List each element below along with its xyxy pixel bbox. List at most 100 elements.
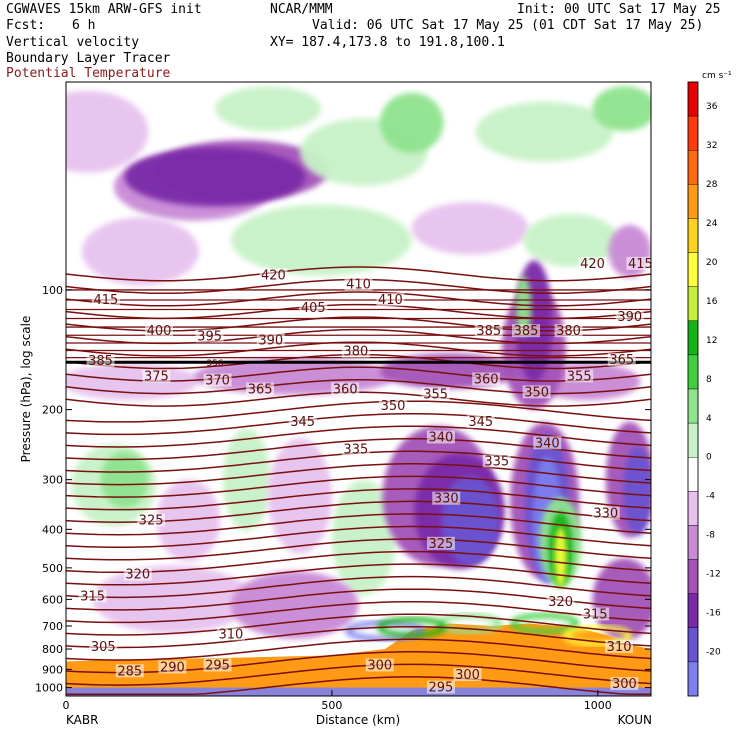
theta-label: 415 <box>93 293 118 308</box>
velocity-region <box>222 428 271 531</box>
y-tick-label: 200 <box>42 404 63 417</box>
theta-label-backdrop <box>142 369 171 383</box>
theta-label-backdrop <box>426 536 455 550</box>
theta-label: 325 <box>429 537 454 552</box>
x-axis-label: Distance (km) <box>316 713 400 727</box>
theta-label-backdrop <box>78 589 107 603</box>
velocity-region <box>554 527 567 588</box>
theta-label: 350 <box>381 399 406 414</box>
colorbar-level-label: -16 <box>706 609 721 619</box>
y-tick-label: 600 <box>42 593 63 606</box>
theta-label-backdrop <box>376 292 405 306</box>
theta-label: 360 <box>474 373 499 388</box>
theta-label: 350 <box>524 385 549 400</box>
colorbar-swatch <box>687 184 699 219</box>
theta-label: 320 <box>125 568 150 583</box>
theta-contour-line <box>66 663 651 686</box>
theta-label: 315 <box>80 589 105 604</box>
org-label: NCAR/MMM <box>270 2 333 17</box>
theta-contour-line <box>66 538 651 561</box>
terrain-fill <box>66 687 651 696</box>
velocity-region <box>230 204 412 276</box>
theta-label-backdrop <box>512 324 541 338</box>
field-potential-temperature: Potential Temperature <box>6 66 171 81</box>
y-tick-label: 400 <box>42 523 63 536</box>
colorbar-level-label: 16 <box>706 297 718 307</box>
theta-label-backdrop <box>344 277 373 291</box>
colorbar-level-label: -12 <box>706 570 721 580</box>
colorbar-level-label: 24 <box>706 219 718 229</box>
colorbar-swatch <box>687 593 699 628</box>
theta-label-backdrop <box>246 382 275 396</box>
theta-label: 300 <box>455 668 480 683</box>
theta-label-backdrop <box>432 491 461 505</box>
colorbar-level-label: 32 <box>706 141 717 151</box>
field-boundary-layer-tracer: Boundary Layer Tracer <box>6 51 171 66</box>
theta-contour-line <box>66 463 651 486</box>
theta-contour-line <box>66 563 651 586</box>
theta-contour-line <box>66 412 651 436</box>
cross-section-coordinates: XY= 187.4,173.8 to 191.8,100.1 <box>270 35 505 50</box>
tracer-edge <box>563 625 633 647</box>
colorbar-swatch <box>687 150 699 185</box>
theta-label-backdrop <box>203 658 232 672</box>
field-vertical-velocity: Vertical velocity <box>6 35 140 50</box>
plot-area: 420 410 420 415 415 405 410 400 395 390 385 385 380 3… <box>66 82 651 696</box>
theta-label: 365 <box>609 353 634 368</box>
theta-label: 355 <box>567 369 592 384</box>
velocity-region <box>592 86 651 132</box>
theta-label: 305 <box>91 640 116 655</box>
theta-label: 340 <box>535 436 560 451</box>
x-tick-label: 1000 <box>584 699 612 712</box>
theta-label: 290 <box>160 660 185 675</box>
theta-label: 390 <box>258 333 283 348</box>
colorbar-swatch <box>687 218 699 253</box>
theta-contour-line <box>66 613 651 636</box>
y-axis-label: Pressure (hPa), log scale <box>19 316 33 463</box>
theta-label-backdrop <box>581 607 610 621</box>
theta-label: 385 <box>476 324 501 339</box>
theta-label-backdrop <box>453 668 482 682</box>
theta-label: 375 <box>144 369 169 384</box>
theta-label-backdrop <box>482 454 511 468</box>
theta-label-backdrop <box>615 310 644 324</box>
theta-contour-line <box>66 513 651 536</box>
velocity-region <box>411 201 529 255</box>
velocity-region <box>81 217 199 286</box>
theta-label-backdrop <box>546 595 575 609</box>
theta-contour-line <box>66 600 651 624</box>
plot-frame <box>65 81 652 697</box>
theta-label: 315 <box>583 608 608 623</box>
theta-contour-line <box>66 475 651 498</box>
theta-label: 355 <box>423 387 448 402</box>
theta-label-backdrop <box>89 639 118 653</box>
colorbar: cm s⁻¹ -20 -16 -12 -8 -4 0 4 8 12 16 20 24 28 32 36 <box>687 71 732 697</box>
valid-time: Valid: 06 UTC Sat 17 May 25 (01 CDT Sat … <box>312 18 704 33</box>
theta-label-backdrop <box>341 442 370 456</box>
colorbar-level-label: 8 <box>706 375 712 385</box>
theta-label: 365 <box>248 383 273 398</box>
colorbar-swatch <box>687 457 699 492</box>
potential-temperature-labels: 420 410 420 415 415 405 410 400 395 390 385 385 380 3… <box>78 256 651 696</box>
theta-label: 295 <box>429 681 454 696</box>
theta-label: 345 <box>290 415 315 430</box>
y-tick-label: 1000 <box>35 682 63 695</box>
theta-label-backdrop <box>259 268 288 282</box>
theta-contour-line <box>66 291 651 307</box>
boundary-layer-tracer-region <box>66 623 651 696</box>
y-tick-label: 800 <box>42 643 63 656</box>
colorbar-swatch <box>687 661 699 697</box>
theta-contour-line <box>66 400 651 423</box>
theta-contour-line <box>66 488 651 511</box>
colorbar-swatch <box>687 354 699 390</box>
colorbar-swatch <box>687 627 699 663</box>
colorbar-level-label: 20 <box>706 258 718 268</box>
velocity-region <box>92 565 253 634</box>
velocity-region <box>623 446 651 536</box>
x-tick-label: 500 <box>321 699 342 712</box>
tracer-edge <box>510 612 580 634</box>
theta-label-backdrop <box>216 627 245 641</box>
colorbar-frame <box>687 81 699 697</box>
colorbar-swatch <box>687 320 699 356</box>
velocity-region <box>124 147 306 207</box>
